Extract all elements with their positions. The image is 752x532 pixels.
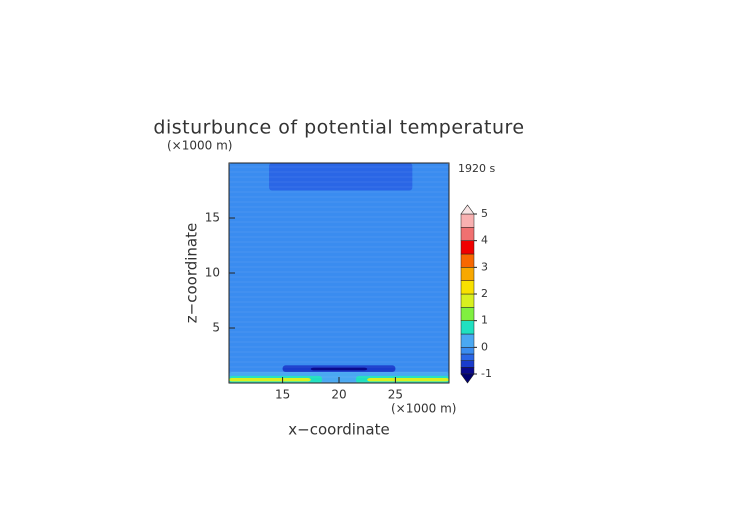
colorbar-band [460, 293, 475, 308]
y-tick-label: 10 [205, 266, 220, 280]
x-tick-label: 25 [388, 388, 403, 402]
colorbar-band [460, 307, 475, 321]
colorbar-tick-label: 1 [481, 314, 488, 327]
colorbar-tick-label: 2 [481, 287, 488, 300]
colorbar-band [460, 353, 475, 361]
colorbar-band [460, 347, 475, 355]
colorbar-band [460, 253, 475, 268]
x-unit: (×1000 m) [391, 402, 456, 416]
colorbar-band [460, 267, 475, 281]
colorbar-band [460, 333, 475, 348]
contour-region [229, 378, 311, 382]
contour-region [229, 163, 449, 383]
y-tick-label: 15 [205, 211, 220, 225]
colorbar-band [460, 227, 475, 241]
colorbar-band [460, 280, 475, 295]
colorbar-tick-label: -1 [481, 367, 492, 380]
x-axis-label: x−coordinate [288, 421, 389, 439]
colorbar: -1 0 1 2 3 4 5 [460, 204, 492, 384]
colorbar-band [460, 213, 475, 228]
colorbar-extend-low [460, 373, 475, 384]
colorbar-band [460, 360, 475, 368]
colorbar-tick-label: 0 [481, 340, 488, 353]
axes: 15 20 25 5 10 15 [205, 162, 450, 402]
x-tick-label: 15 [275, 388, 290, 402]
time-label: 1920 s [458, 162, 495, 175]
x-tick-label: 20 [331, 388, 346, 402]
colorbar-tick-label: 5 [481, 207, 488, 220]
colorbar-band [460, 240, 475, 255]
colorbar-band [460, 367, 475, 375]
y-tick-label: 5 [212, 321, 220, 335]
contour-region [310, 367, 368, 371]
colorbar-tick-label: 4 [481, 234, 488, 247]
chart-title: disturbunce of potential temperature [153, 117, 524, 139]
y-axis-label: z−coordinate [183, 223, 201, 323]
contour-region [367, 378, 449, 382]
y-unit: (×1000 m) [167, 139, 232, 153]
colorbar-band [460, 320, 475, 335]
contour-region [229, 346, 449, 367]
contour-region [269, 163, 413, 191]
colorbar-extend-high [460, 204, 475, 215]
contour-field [229, 163, 449, 383]
colorbar-tick-label: 3 [481, 260, 488, 273]
